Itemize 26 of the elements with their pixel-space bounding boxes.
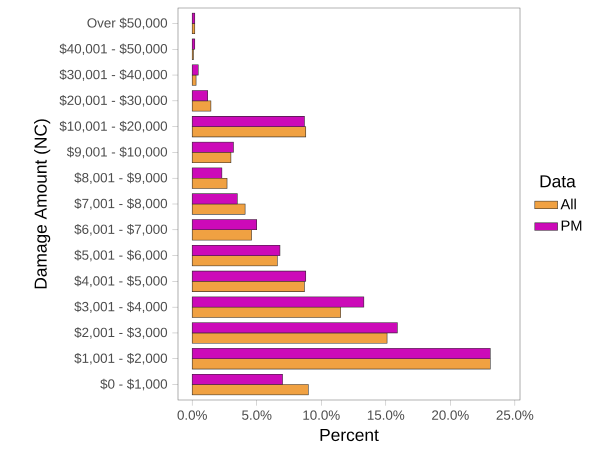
y-tick-label: $40,001 - $50,000 (60, 43, 168, 56)
y-tick-label: $2,001 - $3,000 (74, 327, 168, 339)
x-tick-label: 20.0% (432, 410, 469, 420)
y-tick-label: $4,001 - $5,000 (74, 276, 168, 288)
y-tick-label: $1,001 - $2,000 (74, 352, 168, 365)
y-tick-label: $20,001 - $30,000 (60, 95, 168, 107)
x-tick-label: 25.0% (496, 410, 534, 420)
x-tick-label: 0.0% (178, 410, 207, 420)
y-tick-label: $0 - $1,000 (100, 378, 168, 390)
legend-title: Data (540, 175, 576, 188)
y-tick-label: $8,001 - $9,000 (74, 172, 168, 184)
x-axis-title: Percent (320, 429, 379, 442)
y-tick-label: $6,001 - $7,000 (74, 224, 168, 236)
y-axis-title: Damage Amount (NC) (34, 119, 50, 288)
y-tick-label: $7,001 - $8,000 (74, 198, 168, 210)
x-tick-label: 10.0% (303, 410, 340, 420)
legend-label: PM (562, 220, 582, 231)
y-tick-label: $3,001 - $4,000 (74, 301, 168, 313)
y-tick-label: $10,001 - $20,000 (60, 120, 168, 132)
y-tick-label: $9,001 - $10,000 (66, 146, 168, 158)
y-tick-label: Over $50,000 (87, 18, 168, 30)
y-tick-label: $5,001 - $6,000 (74, 250, 168, 262)
legend-label: All (560, 198, 576, 210)
y-tick-label: $30,001 - $40,000 (60, 69, 168, 81)
x-tick-label: 15.0% (368, 410, 404, 420)
x-tick-label: 5.0% (242, 410, 272, 420)
